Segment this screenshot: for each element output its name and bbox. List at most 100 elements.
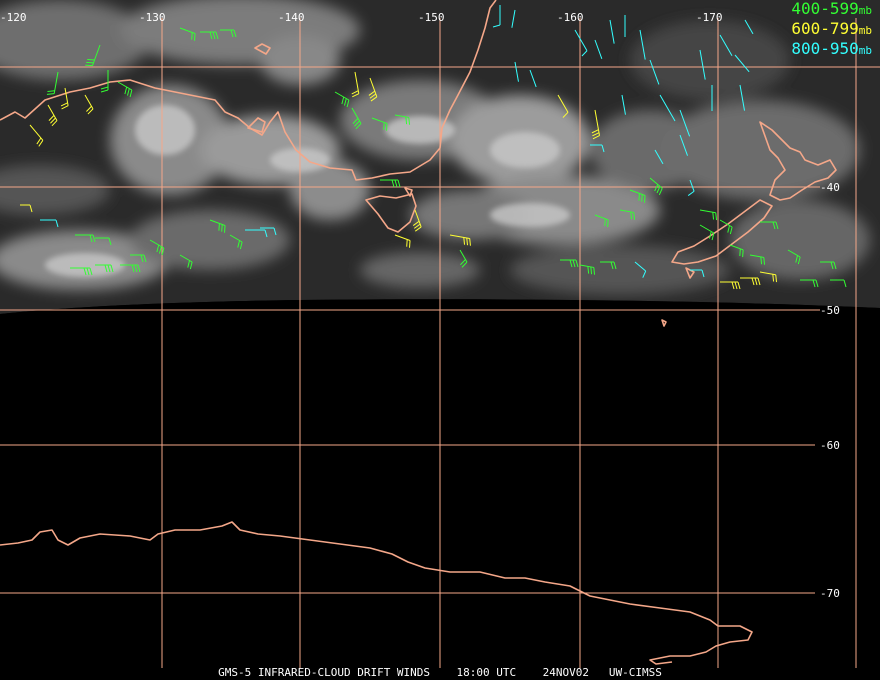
wind-barb-feather [630, 211, 633, 220]
wind-barb-feather [233, 29, 237, 38]
wind-barb-feather [47, 90, 55, 92]
wind-barb-feather [92, 234, 96, 243]
wind-barb-feather [727, 225, 731, 233]
wind-barb-feather [409, 240, 411, 248]
wind-barb-feather [89, 234, 93, 243]
wind-barb-feather [87, 59, 95, 61]
wind-barb-feather [209, 31, 213, 40]
wind-barb-feather [772, 221, 776, 230]
lat-label-60: -60 [820, 439, 840, 452]
latitude-labels: -40 -50 -60 -70 [820, 181, 840, 600]
legend-unit: mb [858, 44, 872, 57]
wind-barb-feather [772, 274, 775, 282]
wind-barb-feather [775, 274, 778, 283]
wind-barb-shaft [639, 29, 646, 60]
wind-barb-feather [775, 221, 779, 230]
wind-barb-feather [191, 32, 193, 40]
wind-barb-feather [763, 257, 766, 265]
credit: UW-CIMSS [608, 666, 662, 679]
wind-barb-feather [463, 237, 466, 245]
wind-barb-feather [414, 226, 422, 232]
lon-label-150: -150 [418, 11, 445, 24]
wind-barb-feather [833, 261, 837, 270]
wind-barb-feather [492, 24, 501, 28]
wind-barb-feather [134, 264, 138, 273]
wind-barb-feather [731, 281, 735, 290]
lat-label-70: -70 [820, 587, 840, 600]
wind-barb-shaft [574, 29, 588, 52]
wind-barb-feather [592, 135, 600, 140]
valid-date: 24NOV02 [542, 666, 590, 679]
wind-barb-shaft [594, 109, 601, 136]
wind-barb-feather [604, 218, 606, 227]
wind-barb-shaft [92, 44, 101, 66]
product-name: INFRARED-CLOUD DRIFT WINDS [257, 666, 431, 679]
wind-barb-feather [469, 238, 471, 246]
legend-item-800-950: 800-950mb [791, 40, 872, 60]
wind-barb-feather [383, 122, 385, 130]
wind-barb-feather [812, 279, 816, 288]
wind-barb-feather [124, 86, 128, 95]
wind-barb-feather [797, 256, 801, 265]
wind-barb-feather [60, 102, 68, 107]
wind-barb-shaft [719, 219, 733, 228]
wind-barb-feather [352, 118, 359, 124]
wind-barb-feather [405, 116, 408, 125]
wind-barb-feather [215, 31, 219, 40]
wind-barb-feather [221, 224, 223, 232]
legend-item-400-599: 400-599mb [791, 0, 872, 20]
legend-unit: mb [858, 4, 872, 17]
wind-barb-feather [711, 232, 715, 241]
wind-barb-feather [590, 266, 593, 275]
wind-barb-feather [460, 259, 466, 266]
wind-barb-feather [572, 259, 576, 268]
wind-barb-feather [273, 227, 277, 236]
wind-barb-shaft [654, 149, 664, 165]
wind-barb-shaft [699, 49, 706, 80]
wind-barb-shaft [739, 84, 746, 111]
wind-barb-feather [352, 93, 360, 98]
wind-barb-shaft [621, 94, 626, 115]
wind-barb-shaft [734, 54, 750, 73]
wind-barb-feather [264, 229, 268, 238]
wind-barbs [20, 5, 847, 290]
wind-barb-feather [87, 108, 94, 115]
wind-barb-feather [159, 246, 162, 254]
wind-barb-feather [591, 129, 599, 134]
wind-barb-shaft [594, 214, 609, 221]
wind-barb-feather [194, 33, 196, 41]
wind-barb-shaft [719, 34, 733, 57]
wind-barb-feather [406, 239, 408, 247]
wind-barb-feather [137, 264, 141, 273]
wind-barb-feather [581, 50, 588, 57]
legend-label: 400-599 [791, 0, 859, 18]
wind-barb-feather [815, 279, 819, 288]
wind-barb-feather [408, 117, 411, 125]
wind-barb-feather [351, 90, 359, 95]
wind-barb-shaft [679, 134, 688, 156]
wind-barb-feather [108, 237, 112, 246]
wind-barb-feather [795, 255, 799, 263]
wind-barb-shaft [609, 19, 615, 44]
wind-barb-feather [754, 277, 758, 286]
wind-barb-feather [562, 111, 569, 118]
wind-barb-feather [461, 261, 468, 268]
wind-barb-feather [189, 261, 193, 270]
lat-label-50: -50 [820, 304, 840, 317]
wind-barb-feather [239, 241, 243, 250]
wind-barb-feather [140, 254, 144, 263]
wind-barb-feather [86, 267, 90, 276]
wind-barb-feather [613, 261, 617, 270]
wind-barb-feather [843, 279, 847, 288]
wind-barb-feather [601, 144, 605, 153]
wind-barb-feather [29, 204, 33, 213]
wind-barb-feather [607, 219, 609, 228]
wind-barb-feather [610, 261, 614, 270]
image-caption: GMS-5 INFRARED-CLOUD DRIFT WINDS 18:00 U… [0, 666, 880, 679]
wind-barb-shaft [449, 234, 470, 239]
wind-barb-feather [413, 223, 421, 229]
wind-barb-shaft [557, 94, 569, 113]
wind-barb-feather [739, 248, 741, 257]
wind-barb-feather [575, 259, 579, 268]
